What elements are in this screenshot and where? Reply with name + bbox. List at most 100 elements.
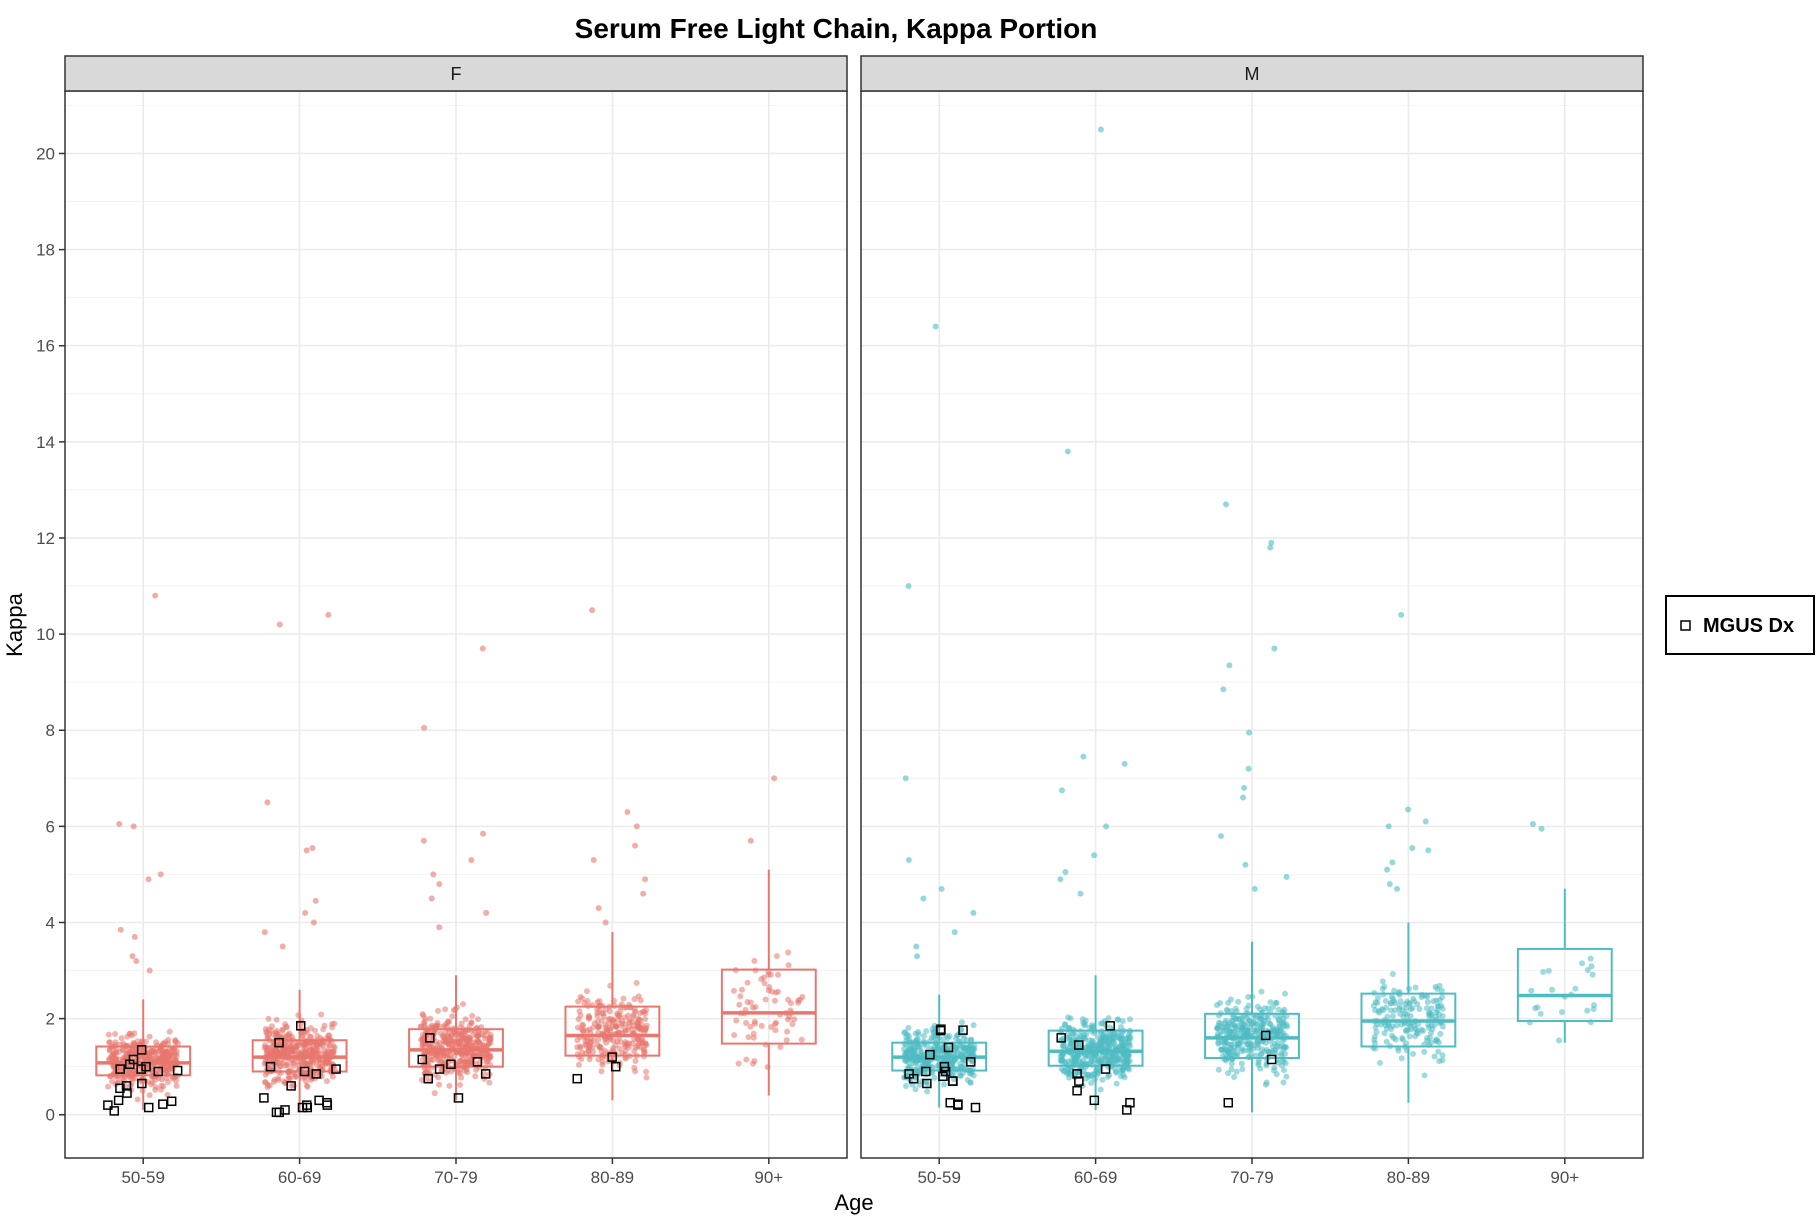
data-point	[1438, 987, 1445, 994]
data-point	[1111, 1040, 1118, 1047]
data-point	[463, 1059, 470, 1066]
data-point	[1421, 1048, 1428, 1055]
data-point	[902, 1082, 909, 1089]
outlier-point	[133, 957, 140, 964]
data-point	[131, 1040, 138, 1047]
mgus-marker	[166, 1096, 177, 1107]
data-point	[1114, 1016, 1121, 1023]
data-point	[280, 1049, 287, 1056]
outlier-point	[1405, 806, 1412, 813]
data-point	[1423, 1005, 1430, 1012]
data-point	[789, 1021, 796, 1028]
data-point	[915, 1029, 922, 1036]
data-point	[1258, 1021, 1265, 1028]
data-point	[1414, 1001, 1421, 1008]
data-point	[1122, 1054, 1129, 1061]
data-point	[594, 1012, 601, 1019]
data-point	[1385, 1021, 1392, 1028]
data-point	[329, 1049, 336, 1056]
outlier-point	[479, 645, 486, 652]
data-point	[574, 1024, 581, 1031]
data-point	[1117, 1033, 1124, 1040]
data-point	[1091, 1076, 1098, 1083]
data-point	[1234, 1041, 1241, 1048]
data-point	[419, 1011, 426, 1018]
mgus-marker	[1074, 1076, 1084, 1086]
data-point	[575, 1061, 582, 1068]
mgus-marker	[172, 1065, 183, 1076]
data-point	[1120, 1067, 1127, 1074]
data-point	[1436, 1058, 1443, 1065]
data-point	[1104, 1073, 1111, 1080]
data-point	[1545, 967, 1552, 974]
data-point	[580, 1022, 587, 1029]
data-point	[139, 1087, 146, 1094]
mgus-marker	[921, 1066, 931, 1077]
mgus-marker	[280, 1105, 290, 1115]
mgus-marker	[286, 1081, 296, 1091]
data-point	[1121, 1039, 1128, 1046]
data-point	[1393, 1022, 1400, 1029]
data-point	[1371, 1033, 1378, 1040]
data-point	[433, 1022, 440, 1029]
data-point	[610, 1016, 617, 1023]
data-point	[1424, 999, 1431, 1006]
data-point	[307, 1033, 314, 1040]
data-point	[771, 997, 778, 1004]
data-point	[1228, 1060, 1235, 1067]
data-point	[1424, 1037, 1431, 1044]
outlier-point	[589, 607, 596, 614]
data-point	[1232, 1005, 1239, 1012]
mgus-marker	[113, 1095, 124, 1106]
data-point	[1376, 1059, 1383, 1066]
data-point	[138, 1078, 145, 1085]
data-point	[331, 1020, 338, 1027]
data-point	[1439, 1005, 1446, 1012]
mgus-marker	[274, 1107, 284, 1118]
data-point	[262, 1079, 269, 1086]
facet-panel-f: F 50-59 60-69 70-79 80-89 90+	[64, 55, 848, 1187]
data-point	[1126, 1043, 1133, 1050]
data-point	[934, 1044, 941, 1051]
data-point	[603, 1039, 610, 1046]
outlier-point	[421, 724, 428, 731]
data-point	[325, 1041, 332, 1048]
data-point	[1217, 1046, 1224, 1053]
mgus-marker	[453, 1093, 464, 1103]
y-tick-label: 6	[46, 817, 55, 836]
data-point	[952, 1044, 959, 1051]
data-point	[1389, 971, 1396, 978]
data-point	[1275, 1016, 1282, 1023]
data-point	[948, 1059, 955, 1066]
data-point	[152, 1086, 159, 1093]
data-point	[1407, 1013, 1414, 1020]
data-point	[264, 1084, 271, 1091]
data-point	[636, 1044, 643, 1051]
mgus-marker	[109, 1106, 120, 1116]
data-point	[1226, 1027, 1233, 1034]
outlier-point	[1384, 866, 1391, 873]
mgus-marker	[472, 1057, 483, 1067]
mgus-marker	[121, 1081, 132, 1091]
data-point	[631, 1006, 638, 1013]
mgus-marker	[122, 1088, 132, 1098]
data-point	[1379, 985, 1386, 992]
legend-key-square	[1680, 620, 1691, 631]
data-point	[165, 1054, 172, 1061]
group-f-4	[720, 775, 817, 1096]
group-m-2	[1204, 501, 1300, 1113]
data-point	[1257, 1015, 1264, 1022]
data-point	[924, 1043, 931, 1050]
data-point	[419, 1035, 426, 1042]
mgus-marker	[1260, 1030, 1271, 1041]
data-point	[730, 987, 737, 994]
data-point	[1434, 1007, 1441, 1014]
data-point	[1584, 967, 1591, 974]
y-tick-label: 4	[46, 913, 55, 932]
data-point	[777, 1044, 784, 1051]
data-point	[1549, 986, 1556, 993]
mgus-marker	[965, 1057, 976, 1067]
data-point	[743, 1056, 750, 1063]
outlier-point	[1222, 501, 1229, 508]
data-point	[1241, 1038, 1248, 1045]
